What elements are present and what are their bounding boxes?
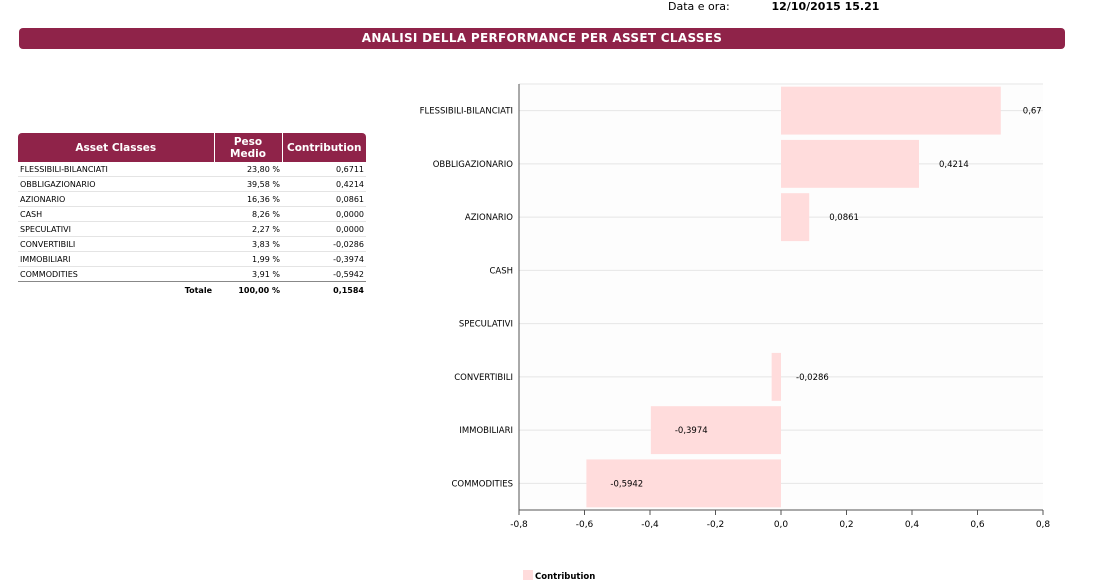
peso-cell: 8,26 % xyxy=(214,206,282,222)
x-tick-label: 0,4 xyxy=(905,520,920,530)
data-label: -0,3974 xyxy=(675,426,708,436)
contribution-cell: -0,3974 xyxy=(282,251,366,267)
asset-name-cell: IMMOBILIARI xyxy=(18,251,214,267)
data-label: 0,67 xyxy=(1023,107,1042,117)
table-row: AZIONARIO 16,36 % 0,0861 xyxy=(18,191,366,207)
peso-cell: 16,36 % xyxy=(214,191,282,207)
datetime-value: 12/10/2015 15.21 xyxy=(771,0,880,13)
data-label: 0,0861 xyxy=(829,213,859,223)
category-label: CONVERTIBILI xyxy=(454,373,513,383)
data-label: -0,0286 xyxy=(796,373,829,383)
column-header-asset-classes[interactable]: Asset Classes xyxy=(18,133,214,162)
category-label: AZIONARIO xyxy=(465,213,513,223)
table-row: COMMODITIES 3,91 % -0,5942 xyxy=(18,266,366,282)
peso-cell: 3,91 % xyxy=(214,266,282,282)
legend-swatch xyxy=(523,570,533,580)
x-tick-label: 0,6 xyxy=(970,520,985,530)
table-row: IMMOBILIARI 1,99 % -0,3974 xyxy=(18,251,366,267)
contribution-cell: 0,4214 xyxy=(282,176,366,192)
peso-cell: 2,27 % xyxy=(214,221,282,237)
x-tick-label: -0,4 xyxy=(641,520,659,530)
column-header-contribution[interactable]: Contribution xyxy=(281,133,366,162)
datetime-header: Data e ora: 12/10/2015 15.21 xyxy=(668,0,879,13)
category-label: COMMODITIES xyxy=(451,479,513,489)
peso-cell: 23,80 % xyxy=(214,162,282,177)
bar xyxy=(650,406,781,455)
bar xyxy=(781,139,920,188)
peso-cell: 3,83 % xyxy=(214,236,282,252)
contribution-cell: 0,0861 xyxy=(282,191,366,207)
contribution-cell: 0,0000 xyxy=(282,221,366,237)
asset-name-cell: FLESSIBILI-BILANCIATI xyxy=(18,162,214,177)
x-tick-label: 0,2 xyxy=(839,520,853,530)
x-tick-label: 0,8 xyxy=(1036,520,1051,530)
data-label: -0,5942 xyxy=(610,479,643,489)
asset-name-cell: SPECULATIVI xyxy=(18,221,214,237)
asset-name-cell: CONVERTIBILI xyxy=(18,236,214,252)
total-peso: 100,00 % xyxy=(238,285,280,295)
legend-label: Contribution xyxy=(535,572,595,582)
contribution-bar-chart: FLESSIBILI-BILANCIATI OBBLIGAZIONARIO AZIO… xyxy=(420,83,1051,582)
bar xyxy=(781,86,1001,135)
x-tick-label: 0,0 xyxy=(774,520,789,530)
asset-classes-table: Asset Classes Peso Medio Contribution FL… xyxy=(18,133,366,298)
peso-cell: 39,58 % xyxy=(214,176,282,192)
table-row: CASH 8,26 % 0,0000 xyxy=(18,206,366,222)
table-header-row: Asset Classes Peso Medio Contribution xyxy=(18,133,366,162)
x-tick-label: -0,6 xyxy=(576,520,594,530)
asset-name-cell: AZIONARIO xyxy=(18,191,214,207)
table-row: FLESSIBILI-BILANCIATI 23,80 % 0,6711 xyxy=(18,162,366,177)
page-title-banner: ANALISI DELLA PERFORMANCE PER ASSET CLAS… xyxy=(19,28,1065,49)
asset-name-cell: CASH xyxy=(18,206,214,222)
data-label: 0,4214 xyxy=(939,160,969,170)
x-tick-label: -0,2 xyxy=(707,520,725,530)
datetime-label: Data e ora: xyxy=(668,0,730,13)
table-row: CONVERTIBILI 3,83 % -0,0286 xyxy=(18,236,366,252)
asset-name-cell: COMMODITIES xyxy=(18,266,214,282)
table-total-row: Totale 100,00 % 0,1584 xyxy=(18,282,366,299)
category-label: OBBLIGAZIONARIO xyxy=(433,160,514,170)
bar xyxy=(771,352,781,401)
total-label: Totale xyxy=(184,285,212,295)
x-tick-label: -0,8 xyxy=(510,520,528,530)
category-label: FLESSIBILI-BILANCIATI xyxy=(420,107,513,117)
contribution-cell: 0,6711 xyxy=(282,162,366,177)
contribution-cell: 0,0000 xyxy=(282,206,366,222)
bar xyxy=(586,459,781,508)
column-header-peso-medio[interactable]: Peso Medio xyxy=(213,133,282,162)
bar xyxy=(781,193,810,242)
table-row: OBBLIGAZIONARIO 39,58 % 0,4214 xyxy=(18,176,366,192)
contribution-cell: -0,0286 xyxy=(282,236,366,252)
total-contribution: 0,1584 xyxy=(333,285,364,295)
category-label: SPECULATIVI xyxy=(459,320,513,330)
table-row: SPECULATIVI 2,27 % 0,0000 xyxy=(18,221,366,237)
contribution-cell: -0,5942 xyxy=(282,266,366,282)
asset-name-cell: OBBLIGAZIONARIO xyxy=(18,176,214,192)
category-label: CASH xyxy=(489,266,513,276)
peso-cell: 1,99 % xyxy=(214,251,282,267)
category-label: IMMOBILIARI xyxy=(459,426,513,436)
